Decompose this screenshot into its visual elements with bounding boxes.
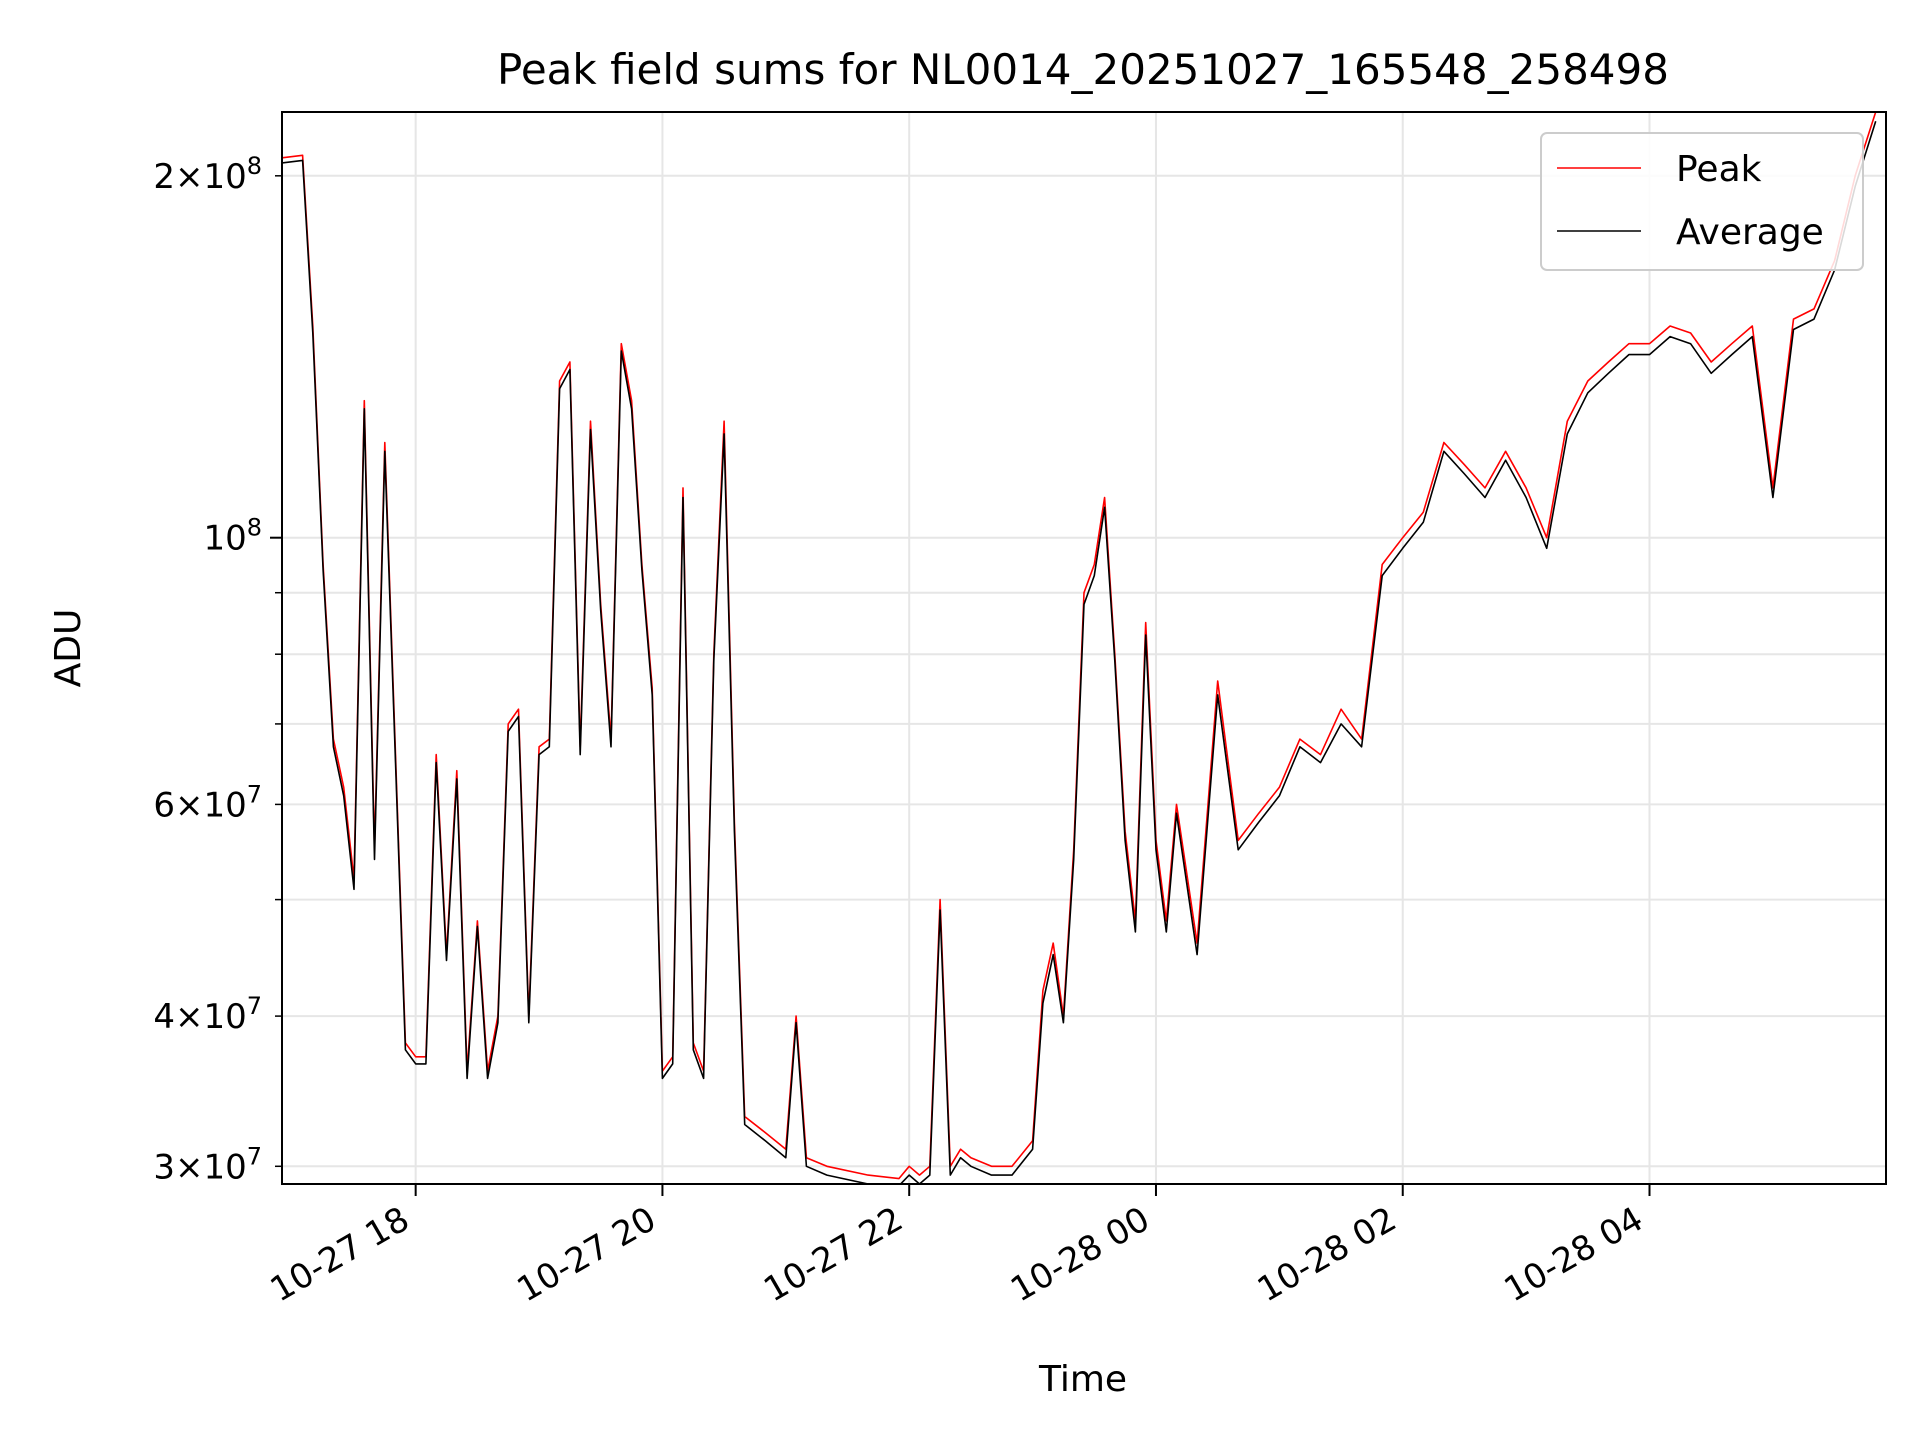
y-tick-label: 6×107 (153, 780, 262, 825)
average-line (282, 121, 1877, 1184)
y-axis: 108 3×107 4×107 6×107 2×108 (153, 152, 282, 1187)
x-axis-label: Time (1038, 1359, 1127, 1400)
plot-frame (281, 111, 1887, 1185)
y-tick-label: 2×108 (153, 152, 262, 197)
series-average (282, 121, 1877, 1184)
y-tick-label: 108 (203, 514, 262, 559)
legend-peak-label: Peak (1676, 149, 1762, 190)
chart-title: Peak field sums for NL0014_20251027_1655… (497, 45, 1669, 94)
y-tick-label: 3×107 (153, 1142, 262, 1187)
y-tick-label: 4×107 (153, 992, 262, 1037)
legend: Peak Average (1540, 132, 1864, 271)
legend-average-label: Average (1676, 212, 1824, 253)
y-axis-label: ADU (48, 609, 89, 688)
